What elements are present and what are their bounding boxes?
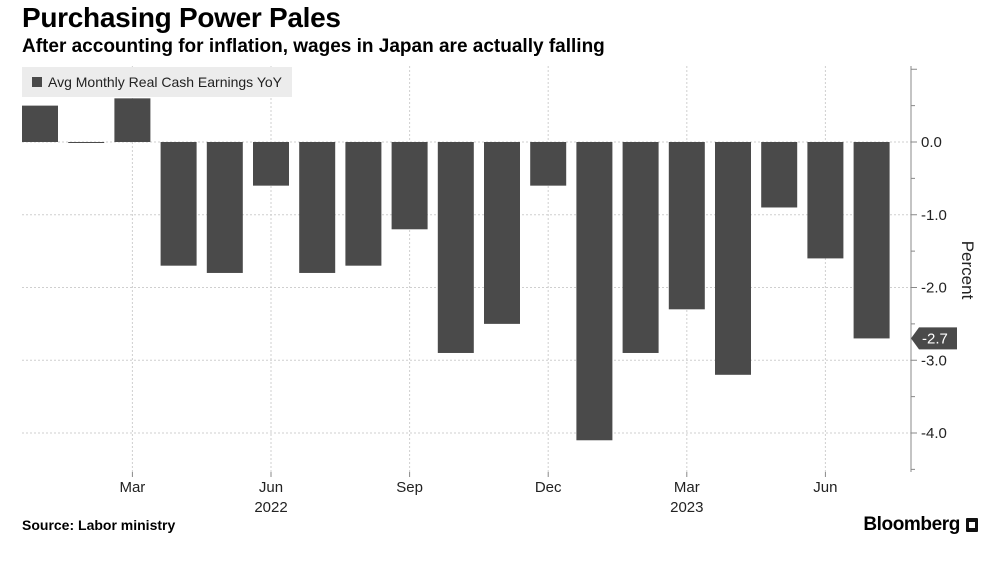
y-tick-label: -3.0 bbox=[921, 352, 947, 369]
y-tick-label: -1.0 bbox=[921, 207, 947, 224]
bar-feb-2023 bbox=[622, 142, 659, 353]
last-value-callout bbox=[911, 327, 957, 350]
chart-title: Purchasing Power Pales bbox=[22, 2, 341, 33]
x-year-label: 2022 bbox=[254, 499, 287, 516]
y-tick-label: 0.0 bbox=[921, 134, 942, 151]
legend-swatch bbox=[32, 77, 42, 87]
y-axis-title: Percent bbox=[958, 241, 977, 300]
bar-may-2023 bbox=[761, 142, 798, 208]
x-year-label: 2023 bbox=[670, 499, 703, 516]
bar-jul-2022 bbox=[299, 142, 336, 273]
x-tick-label: Dec bbox=[535, 479, 562, 496]
x-tick-label: Mar bbox=[119, 479, 145, 496]
bar-apr-2023 bbox=[715, 142, 751, 375]
bar-aug-2022 bbox=[345, 142, 382, 266]
brand-logo: Bloomberg bbox=[863, 514, 978, 536]
bar-jan-2023 bbox=[576, 142, 613, 441]
x-tick-label: Sep bbox=[396, 479, 423, 496]
bar-jun-2022 bbox=[253, 142, 289, 186]
last-value-label: -2.7 bbox=[922, 330, 948, 347]
brand-name: Bloomberg bbox=[863, 514, 960, 535]
x-tick-label: Mar bbox=[674, 479, 700, 496]
legend-label: Avg Monthly Real Cash Earnings YoY bbox=[48, 74, 282, 90]
bar-dec-2022 bbox=[530, 142, 567, 186]
bar-jan-2022 bbox=[22, 105, 58, 142]
bar-feb-2022 bbox=[68, 142, 105, 143]
bar-oct-2022 bbox=[437, 142, 474, 353]
bar-apr-2022 bbox=[160, 142, 197, 266]
y-tick-label: -4.0 bbox=[921, 425, 947, 442]
bar-mar-2023 bbox=[668, 142, 705, 310]
bar-jun-2023 bbox=[807, 142, 844, 259]
bloomberg-terminal-icon bbox=[966, 518, 978, 532]
bar-sep-2022 bbox=[391, 142, 428, 230]
bar-mar-2022 bbox=[114, 98, 151, 142]
bar-may-2022 bbox=[206, 142, 243, 273]
source-note: Source: Labor ministry bbox=[22, 517, 176, 533]
chart-subtitle: After accounting for inflation, wages in… bbox=[22, 36, 605, 57]
bar-jul-2023 bbox=[853, 142, 890, 339]
x-tick-label: Jun bbox=[813, 479, 837, 496]
x-tick-label: Jun bbox=[259, 479, 283, 496]
bar-nov-2022 bbox=[484, 142, 520, 324]
y-tick-label: -2.0 bbox=[921, 280, 947, 297]
legend: Avg Monthly Real Cash Earnings YoY bbox=[22, 67, 292, 97]
